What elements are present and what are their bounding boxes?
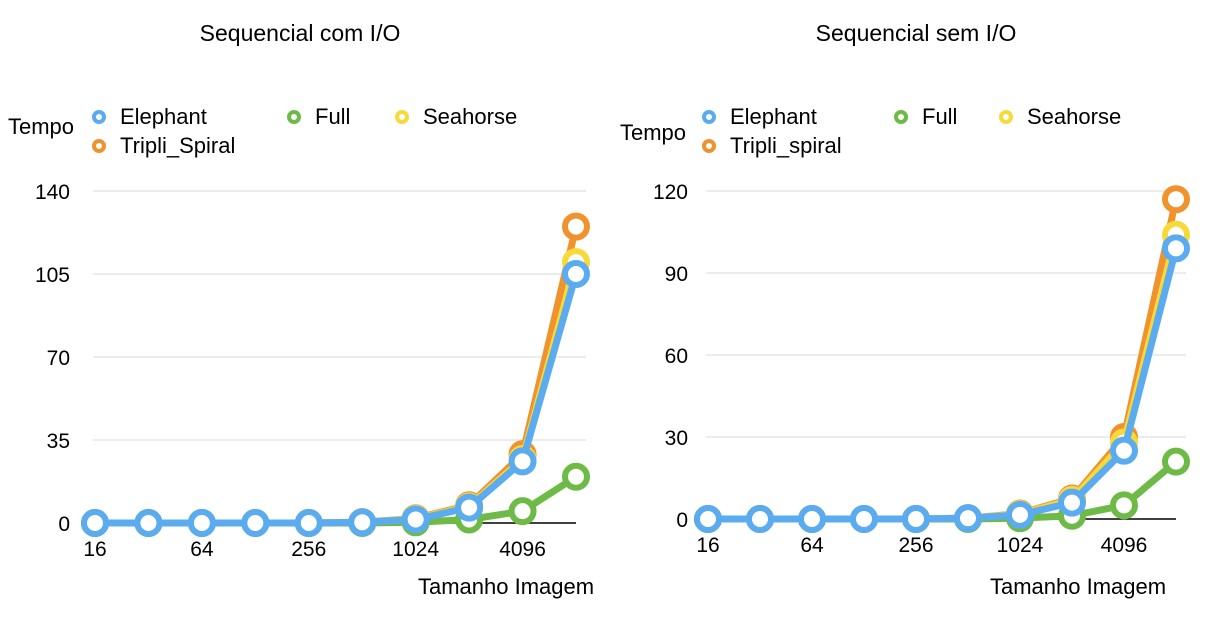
y-axis-label: Tempo <box>620 120 687 145</box>
data-point <box>1110 436 1138 465</box>
y-axis-label: Tempo <box>8 114 75 139</box>
x-tick-label: 16 <box>696 534 719 557</box>
y-tick-label: 60 <box>665 345 688 368</box>
legend-marker-icon <box>702 110 716 124</box>
chart-left-plot: 0 35 70 105 140 16 64 256 1024 4096 <box>35 181 590 561</box>
y-tick-label: 0 <box>676 509 688 532</box>
legend-marker-icon <box>894 110 908 124</box>
legend-item-full: Full <box>894 104 957 130</box>
series-line-seahorse <box>91 258 580 527</box>
x-tick-label: 4096 <box>499 538 546 561</box>
data-point <box>455 493 484 522</box>
x-tick-label: 64 <box>190 538 214 561</box>
data-point <box>746 505 774 533</box>
chart-title: Sequencial sem I/O <box>815 20 1017 46</box>
data-point <box>134 509 163 537</box>
chart-title: Sequencial com I/O <box>199 20 401 46</box>
data-point <box>241 509 270 537</box>
x-tick-label: 64 <box>800 534 824 557</box>
legend-label: Full <box>922 104 958 129</box>
legend-marker-icon <box>92 110 106 124</box>
legend-item-tripli-spiral: Tripli_spiral <box>702 133 842 159</box>
legend-label: Tripli_spiral <box>730 133 842 158</box>
chart-left: 0 35 70 105 140 16 64 256 1024 4096 Sequencial co… <box>8 20 595 599</box>
data-point <box>1162 447 1190 476</box>
data-point <box>508 497 537 526</box>
x-tick-label: 16 <box>83 538 106 561</box>
x-tick-label: 1024 <box>392 538 439 561</box>
x-tick-label: 256 <box>291 538 326 561</box>
legend-label: Elephant <box>120 104 207 129</box>
chart-right-plot: 0 30 60 90 120 16 64 256 1024 4096 <box>653 181 1190 557</box>
y-tick-label: 0 <box>58 513 70 536</box>
data-point <box>954 504 982 533</box>
data-point <box>694 505 722 533</box>
legend-item-tripli-spiral: Tripli_Spiral <box>92 133 235 159</box>
legend-label: Tripli_Spiral <box>120 133 236 158</box>
data-point <box>902 505 930 533</box>
legend-marker-icon <box>287 110 301 124</box>
x-axis-label: Tamanho Imagem <box>418 574 595 599</box>
legend-label: Full <box>315 104 351 129</box>
data-point <box>1058 488 1086 517</box>
legend-marker-icon <box>395 110 409 124</box>
legend-item-elephant: Elephant <box>702 104 817 130</box>
data-point <box>81 509 109 537</box>
legend-marker-icon <box>92 139 106 153</box>
y-tick-label: 35 <box>47 430 70 453</box>
data-point <box>1110 491 1138 520</box>
series-line-elephant <box>704 244 1180 523</box>
y-tick-label: 120 <box>653 181 688 204</box>
y-tick-label: 140 <box>35 181 70 204</box>
x-tick-label: 4096 <box>1101 534 1148 557</box>
data-point <box>1162 185 1190 214</box>
data-point <box>1006 500 1034 529</box>
legend-label: Elephant <box>730 104 817 129</box>
data-point <box>562 260 590 288</box>
data-point <box>348 508 377 537</box>
legend-item-full: Full <box>287 104 350 130</box>
chart-right: 0 30 60 90 120 16 64 256 1024 4096 Sequencial sem… <box>606 0 1212 628</box>
x-tick-label: 1024 <box>997 534 1044 557</box>
data-point <box>1162 234 1190 263</box>
legend-marker-icon <box>999 110 1013 124</box>
legend-marker-icon <box>702 139 716 153</box>
legend-label: Seahorse <box>1027 104 1122 129</box>
legend-item-seahorse: Seahorse <box>395 104 517 130</box>
data-point <box>187 509 216 537</box>
data-point <box>562 212 590 241</box>
y-tick-label: 105 <box>35 264 70 287</box>
data-point <box>562 462 590 491</box>
data-point <box>508 447 537 476</box>
x-axis-label: Tamanho Imagem <box>990 574 1167 599</box>
legend-item-elephant: Elephant <box>92 104 207 130</box>
series-line-seahorse <box>704 231 1180 523</box>
data-point <box>850 505 878 533</box>
series-line-full <box>91 473 580 527</box>
y-tick-label: 30 <box>665 427 688 450</box>
y-tick-label: 90 <box>665 263 688 286</box>
y-tick-label: 70 <box>47 347 70 370</box>
data-point <box>798 505 826 533</box>
data-point <box>294 509 323 537</box>
series-line-elephant <box>91 270 580 527</box>
legend-item-seahorse: Seahorse <box>999 104 1121 130</box>
x-tick-label: 256 <box>898 534 933 557</box>
legend-label: Seahorse <box>423 104 518 129</box>
data-point <box>401 505 430 534</box>
